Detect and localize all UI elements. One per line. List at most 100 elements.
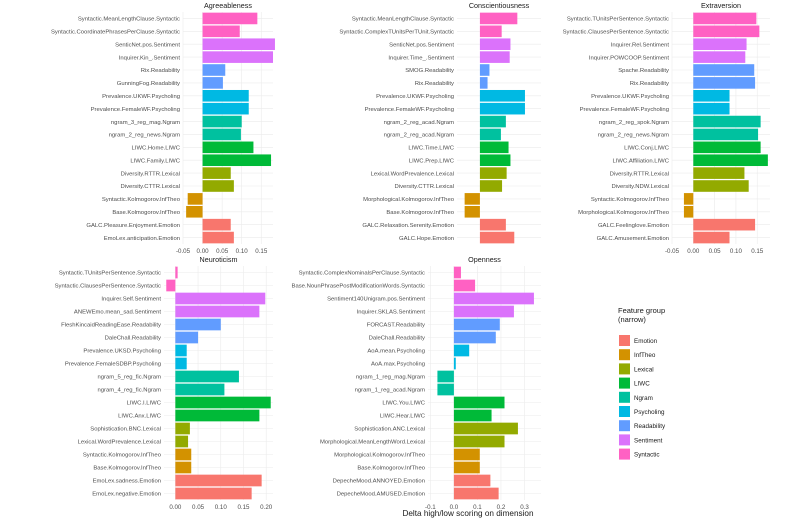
bar-label: Diversity.RTTR.Lexical	[610, 171, 669, 177]
bar-label: LIWC.I.LIWC	[127, 401, 162, 407]
x-tick-label: 0.15	[237, 504, 250, 511]
bar-label: Syntactic.ClausesPerSentence.Syntactic	[563, 30, 669, 36]
bar	[453, 435, 505, 448]
bar	[479, 141, 509, 154]
bar-label: Syntactic.ComplexNominalsPerClause.Synta…	[299, 271, 425, 277]
bar-label: GALC.Hope.Emotion	[399, 236, 454, 242]
bar	[464, 193, 480, 205]
bar	[202, 115, 242, 128]
bar-label: Diversity.NDW.Lexical	[612, 184, 670, 190]
bar	[693, 77, 756, 89]
bar-label: Inquirer.POWCOOP.Sentiment	[589, 55, 669, 61]
bar-label: LIWC.You.LIWC	[382, 401, 425, 407]
bar	[453, 266, 461, 279]
bar	[453, 305, 514, 318]
bar	[693, 154, 768, 167]
bar-label: LIWC.Time.LIWC	[408, 146, 454, 152]
bar	[175, 409, 260, 422]
bar-label: Morphological.MeanLengthWord.Lexical	[320, 440, 425, 446]
bar-label: Base.Kolmogorov.InfTheo	[112, 210, 180, 216]
x-axis-title: Delta high/low scoring on dimension	[402, 509, 534, 518]
facet-title: Extraversion	[701, 1, 741, 10]
bar	[202, 64, 226, 76]
bar	[453, 409, 492, 422]
bar	[453, 448, 480, 461]
x-tick-label: 0.0	[450, 504, 459, 511]
x-tick-label: 0.10	[215, 504, 228, 511]
panel-openness: Openness Syntactic.ComplexNominalsPerClau…	[292, 255, 541, 511]
bar	[693, 51, 746, 63]
bar	[202, 128, 241, 141]
bar	[693, 38, 747, 51]
bar-label: Sophistication.ANC.Lexical	[354, 427, 425, 433]
bar-label: Sophistication.BNC.Lexical	[90, 427, 161, 433]
bar-label: ngram_2_reg_news.Ngram	[109, 133, 180, 139]
legend-swatch	[619, 335, 630, 346]
bar	[693, 128, 759, 141]
legend-label: Syntactic	[634, 452, 660, 459]
bar-label: GALC.Relaxation.Serenity.Emotion	[362, 223, 454, 229]
bar	[479, 218, 506, 231]
bar-label: Rix.Readability	[415, 81, 454, 87]
bar-label: GALC.Feelinglove.Emotion	[598, 223, 669, 229]
bar	[479, 102, 525, 115]
bar-label: Syntactic.TUnitsPerSentence.Syntactic	[567, 17, 669, 23]
bar-label: ngram_3_reg_mag.Ngram	[111, 120, 180, 126]
bar-label: AoA.mean.Psycholing	[367, 349, 425, 355]
bar-label: Syntactic.Kolmogorov.InfTheo	[83, 453, 162, 459]
bar-label: Prevalence.UKWF.Psycholing	[591, 94, 669, 100]
bar	[479, 180, 503, 192]
bar	[479, 38, 511, 51]
bar-label: LIWC.Home.LIWC	[132, 146, 181, 152]
bar	[202, 12, 258, 25]
panel-neuroticism: Neuroticism Syntactic.TUnitsPerSentence.S…	[55, 255, 273, 511]
legend-label: Ngram	[634, 395, 653, 402]
bar	[202, 141, 254, 154]
bar	[453, 487, 499, 500]
x-tick-label: 0.15	[255, 248, 268, 255]
bar	[453, 357, 456, 370]
bar	[479, 77, 488, 89]
bar-label: ngram_4_reg_fic.Ngram	[97, 388, 161, 394]
bar	[479, 89, 525, 102]
x-tick-label: 0.3	[520, 504, 529, 511]
legend-swatch	[619, 420, 630, 432]
bar	[464, 205, 480, 218]
legend-title: Feature group	[618, 306, 665, 315]
bar	[479, 231, 515, 244]
bar	[693, 64, 755, 76]
bar	[202, 38, 275, 51]
bar	[479, 167, 507, 179]
bar-label: GALC.Pleasure.Enjoyment.Emotion	[86, 223, 180, 229]
bar-label: Syntactic.ComplexTUnitsPerTUnit.Syntacti…	[339, 30, 454, 36]
bar	[693, 231, 730, 244]
x-tick-label: 0.10	[236, 248, 249, 255]
bar	[437, 383, 454, 396]
bar	[693, 102, 730, 115]
bar-label: Morphological.Kolmogorov.InfTheo	[578, 210, 670, 216]
bar-label: GALC.Amusement.Emotion	[597, 236, 669, 242]
bar-label: Prevalence.UKWF.Psycholing	[102, 94, 180, 100]
x-tick-label: 0.15	[751, 248, 764, 255]
bar-label: Syntactic.TUnitsPerSentence.Syntactic	[59, 271, 161, 277]
bar-label: Inquirer.Rel.Sentiment	[611, 42, 670, 48]
panel-conscientiousness: Conscientiousness Syntactic.MeanLengthCla…	[339, 1, 541, 244]
bar	[175, 383, 225, 396]
bar-label: Lexical.WordPrevalence.Lexical	[78, 440, 161, 446]
panel-agreeableness: Agreeableness Syntactic.MeanLengthClause.…	[51, 1, 275, 255]
bar-label: SenticNet.pos.Sentiment	[115, 42, 180, 48]
bar	[175, 370, 239, 383]
bar	[693, 218, 756, 231]
bar	[453, 474, 491, 487]
legend-swatch	[619, 363, 630, 375]
bar-label: Inquirer.Self.Sentiment	[101, 297, 161, 303]
bar-label: Prevalence.UKWF.Psycholing	[376, 94, 454, 100]
x-tick-label: -0.05	[176, 248, 191, 255]
legend-swatch	[619, 349, 630, 361]
bar-label: ngram_5_reg_fic.Ngram	[97, 375, 161, 381]
bar	[479, 12, 518, 25]
bar	[175, 292, 266, 305]
bar-label: Prevalence.UKSD.Psycholing	[83, 349, 161, 355]
x-tick-label: 0.10	[730, 248, 743, 255]
bar-label: ngram_2_reg_acad.Ngram	[384, 133, 454, 139]
